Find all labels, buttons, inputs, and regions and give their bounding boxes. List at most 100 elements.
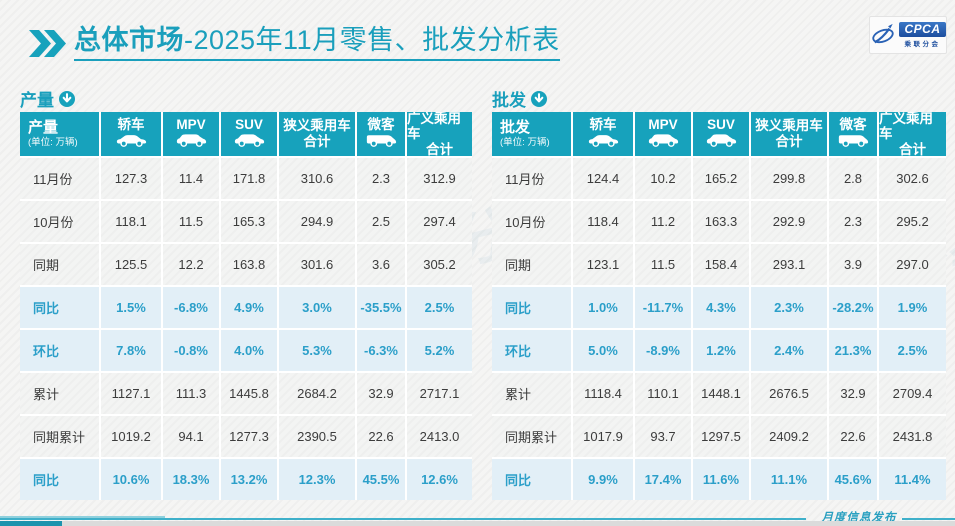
column-header: MPV — [635, 112, 691, 156]
van-icon — [838, 133, 869, 151]
table-cell: 5.3% — [279, 330, 355, 371]
table-cell: 2.4% — [751, 330, 827, 371]
column-header-label: MPV — [176, 116, 206, 132]
row-label: 10月份 — [492, 201, 571, 242]
table-cell: 1445.8 — [221, 373, 277, 414]
title-row: 总体市场-2025年11月零售、批发分析表 — [28, 25, 560, 61]
row-label: 累计 — [20, 373, 99, 414]
footer-bar-gray — [0, 521, 955, 526]
column-header: MPV — [163, 112, 219, 156]
table-cell: 294.9 — [279, 201, 355, 242]
table-cell: 11.6% — [693, 459, 749, 500]
table-cell: 4.0% — [221, 330, 277, 371]
section-label-wholesale-text: 批发 — [492, 91, 526, 110]
page-title: 总体市场-2025年11月零售、批发分析表 — [74, 25, 560, 61]
table-cell: 22.6 — [829, 416, 877, 457]
table-cell: 2709.4 — [879, 373, 946, 414]
suv-icon — [234, 133, 265, 151]
down-arrow-circle-icon — [59, 90, 75, 107]
footer-line-left — [0, 518, 806, 520]
table-cell: 11.5 — [635, 244, 691, 285]
table-cell: 2.3 — [357, 158, 405, 199]
column-header-label: SUV — [707, 116, 735, 132]
page-title-bold: 总体市场 — [74, 25, 184, 55]
table-cell: -28.2% — [829, 287, 877, 328]
column-header-label: 微客 — [839, 116, 867, 132]
table-cell: 299.8 — [751, 158, 827, 199]
table-cell: 2.5% — [407, 287, 472, 328]
row-label: 环比 — [20, 330, 99, 371]
table-cell: 11.4 — [163, 158, 219, 199]
table-cell: 301.6 — [279, 244, 355, 285]
table-cell: 125.5 — [101, 244, 161, 285]
table-cell: 293.1 — [751, 244, 827, 285]
table-cell: 12.6% — [407, 459, 472, 500]
table-cell: 2.3 — [829, 201, 877, 242]
row-label: 11月份 — [20, 158, 99, 199]
table-cell: 2684.2 — [279, 373, 355, 414]
column-header-label: 轿车 — [589, 116, 617, 132]
table-cell: 3.9 — [829, 244, 877, 285]
van-icon — [366, 133, 397, 151]
column-header-label: 合计 — [426, 141, 453, 156]
section-label-production-text: 产量 — [20, 91, 54, 110]
table-cell: 1.5% — [101, 287, 161, 328]
table-unit: (单位: 万辆) — [28, 136, 78, 148]
row-label: 同比 — [20, 287, 99, 328]
table-header-title: 批发 (单位: 万辆) — [492, 112, 571, 156]
table-cell: 32.9 — [357, 373, 405, 414]
column-header: 广义乘用车 合计 — [407, 112, 472, 156]
table-cell: 2.8 — [829, 158, 877, 199]
table-cell: 10.6% — [101, 459, 161, 500]
table-cell: 2.5 — [357, 201, 405, 242]
table-cell: 45.6% — [829, 459, 877, 500]
table-cell: 297.0 — [879, 244, 946, 285]
row-label: 同期累计 — [492, 416, 571, 457]
table-cell: 2.3% — [751, 287, 827, 328]
down-arrow-circle-icon — [531, 90, 547, 107]
table-cell: 158.4 — [693, 244, 749, 285]
column-header: 轿车 — [101, 112, 161, 156]
table-cell: 9.9% — [573, 459, 633, 500]
table-cell: 110.1 — [635, 373, 691, 414]
double-chevron-icon — [29, 29, 66, 57]
footer-line-right — [902, 518, 955, 520]
table-cell: 2717.1 — [407, 373, 472, 414]
table-cell: 22.6 — [357, 416, 405, 457]
table-cell: 11.2 — [635, 201, 691, 242]
table-cell: 7.8% — [101, 330, 161, 371]
table-cell: 12.2 — [163, 244, 219, 285]
table-cell: 171.8 — [221, 158, 277, 199]
table-cell: 2431.8 — [879, 416, 946, 457]
table-cell: 292.9 — [751, 201, 827, 242]
sedan-icon — [116, 133, 147, 151]
table-cell: 4.3% — [693, 287, 749, 328]
column-header-label: 广义乘用车 — [407, 112, 461, 142]
table-cell: 94.1 — [163, 416, 219, 457]
table-cell: 124.4 — [573, 158, 633, 199]
table-name: 批发 — [500, 119, 531, 137]
table-header-title: 产量 (单位: 万辆) — [20, 112, 99, 156]
table-cell: 163.3 — [693, 201, 749, 242]
page-title-rest: -2025年11月零售、批发分析表 — [184, 25, 560, 55]
table-cell: 2676.5 — [751, 373, 827, 414]
table-cell: 4.9% — [221, 287, 277, 328]
row-label: 10月份 — [20, 201, 99, 242]
table-cell: 118.1 — [101, 201, 161, 242]
footer-bar-teal — [0, 521, 62, 526]
column-header: 狭义乘用车 合计 — [751, 112, 827, 156]
column-header-label: 狭义乘用车 — [755, 118, 823, 134]
table-cell: 2.5% — [879, 330, 946, 371]
column-header-label: SUV — [235, 116, 263, 132]
table-cell: 17.4% — [635, 459, 691, 500]
mpv-icon — [176, 133, 207, 151]
cpca-swoosh-icon — [872, 23, 895, 44]
table-cell: 11.1% — [751, 459, 827, 500]
column-header: 轿车 — [573, 112, 633, 156]
suv-icon — [706, 133, 737, 151]
column-header-label: 微客 — [367, 116, 395, 132]
column-header: 广义乘用车 合计 — [879, 112, 946, 156]
table-cell: 165.2 — [693, 158, 749, 199]
column-header-label: 合计 — [899, 141, 926, 156]
